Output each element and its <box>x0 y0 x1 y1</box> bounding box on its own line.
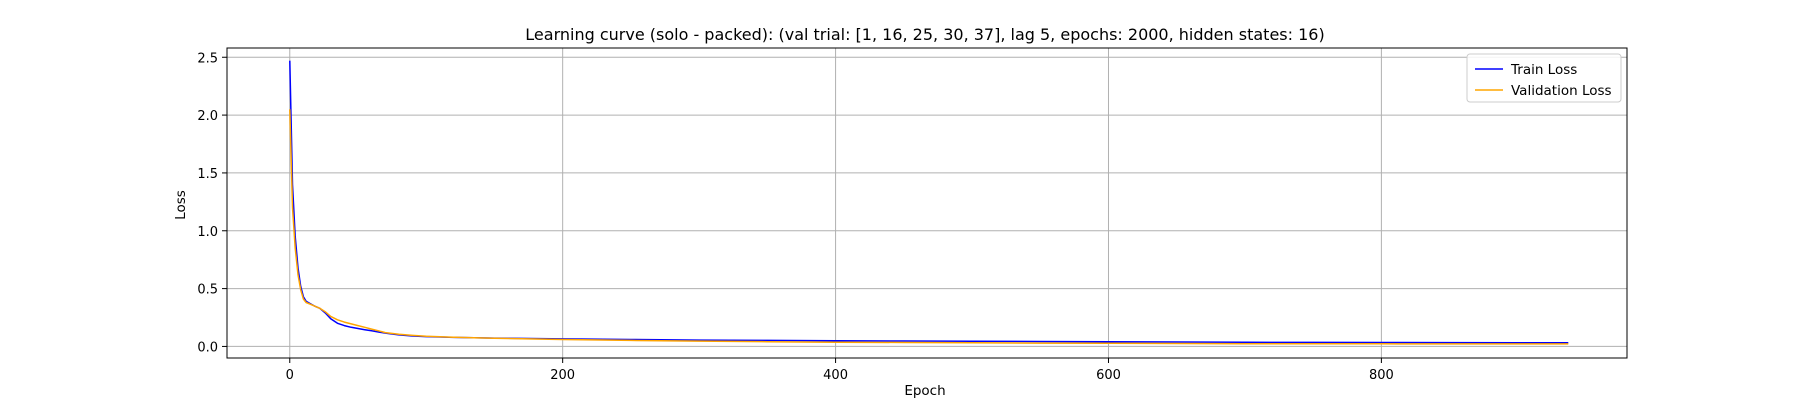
legend-box <box>1466 53 1622 103</box>
plot-area-frame <box>226 47 1628 359</box>
x-tick-label: 0 <box>286 368 294 383</box>
x-tick-label: 600 <box>1096 368 1121 383</box>
x-axis-label: Epoch <box>904 383 945 399</box>
legend: Train Loss Validation Loss <box>1466 53 1622 103</box>
y-axis-label: Loss <box>173 190 189 220</box>
chart-title: Learning curve (solo - packed): (val tri… <box>525 25 1324 44</box>
x-tick-label: 800 <box>1369 368 1394 383</box>
x-tick-label: 400 <box>823 368 848 383</box>
y-tick-label: 1.0 <box>197 225 218 240</box>
legend-entry-label: Train Loss <box>1510 62 1577 78</box>
y-tick-label: 1.5 <box>197 167 218 182</box>
y-tick-label: 0.0 <box>197 340 218 355</box>
validation-loss-line <box>289 109 1569 345</box>
series-layer <box>289 60 1569 345</box>
grid <box>227 48 1627 358</box>
y-tick-label: 2.0 <box>197 109 218 124</box>
axis-ticks: 0 200 400 600 800 0.0 0.5 1.0 1.5 2.0 2.5 <box>197 51 1393 383</box>
y-tick-label: 2.5 <box>197 51 218 66</box>
y-tick-label: 0.5 <box>197 283 218 298</box>
x-tick-label: 200 <box>550 368 575 383</box>
legend-entry-label: Validation Loss <box>1511 83 1612 99</box>
